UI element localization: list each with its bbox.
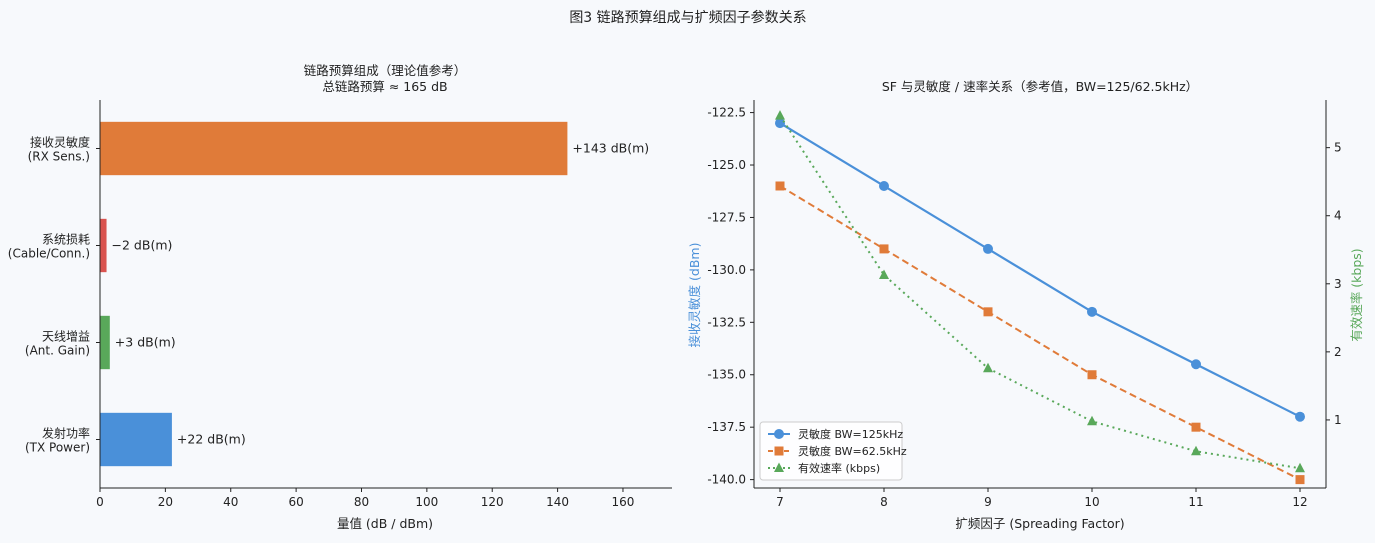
sf-chart-title: SF 与灵敏度 / 速率关系（参考值，BW=125/62.5kHz） (882, 79, 1198, 94)
bar-0 (100, 412, 172, 467)
bar-1 (100, 315, 110, 370)
series-0-point-1 (879, 180, 889, 191)
series-0-point-4 (1191, 359, 1201, 370)
sf-y-tick-label-0: -122.5 (707, 106, 746, 120)
bar-3 (100, 121, 568, 176)
sf-x-tick-label-2: 9 (984, 495, 992, 509)
series-0-point-5 (1295, 411, 1305, 422)
x-tick-label-0: 0 (96, 495, 104, 509)
series-1-point-5 (1295, 475, 1305, 485)
bar-value-label-2: −2 dB(m) (112, 238, 173, 253)
series-line-1 (779, 185, 1301, 481)
sf-y-tick-label-3: -130.0 (707, 263, 746, 277)
bar-value-label-1: +3 dB(m) (115, 335, 176, 350)
bar-value-label-0: +22 dB(m) (177, 432, 246, 447)
legend-box (759, 421, 903, 481)
budget-x-axis-label: 量值 (dB / dBm) (337, 516, 433, 531)
budget-chart-title: 链路预算组成（理论值参考） (304, 63, 467, 78)
series-line-2 (779, 115, 1301, 470)
y-tick-label-3-line2: (RX Sens.) (28, 150, 90, 164)
budget-plot-area: +22 dB(m) 发射功率(TX Power) +3 dB(m) 天线增益(Ant.… (8, 100, 672, 509)
legend-label-2: 有效速率 (kbps) (798, 461, 880, 475)
sf-x-tick-label-5: 12 (1292, 495, 1307, 509)
sf-y-tick-label-7: -140.0 (707, 473, 746, 487)
sf-y-tick-label-1: -125.0 (707, 158, 746, 172)
series-1-point-2 (983, 307, 993, 317)
y-tick-label-1-line2: (Ant. Gain) (25, 344, 90, 358)
sf-y2-tick-label-0: 1 (1334, 413, 1342, 427)
budget-chart-subtitle: 总链路预算 ≈ 165 dB (322, 79, 447, 94)
series-0-point-2 (983, 243, 993, 254)
sf-y-axis-label: 接收灵敏度 (dBm) (687, 243, 702, 348)
x-tick-label-1: 20 (158, 495, 173, 509)
y-tick-label-1-line1: 天线增益 (42, 330, 90, 344)
x-tick-label-3: 60 (288, 495, 303, 509)
sf-y-tick-label-5: -135.0 (707, 368, 746, 382)
series-2-point-4 (1191, 445, 1201, 456)
y-tick-label-3-line1: 接收灵敏度 (30, 135, 90, 150)
sf-x-tick-label-3: 10 (1084, 495, 1099, 509)
sf-x-axis-label: 扩频因子 (Spreading Factor) (955, 516, 1124, 531)
series-1-point-4 (1191, 422, 1201, 432)
series-line-0 (779, 122, 1301, 418)
sf-y2-tick-label-3: 4 (1334, 209, 1342, 223)
y-tick-label-0-line2: (TX Power) (25, 441, 90, 455)
legend-label-1: 灵敏度 BW=62.5kHz (798, 444, 907, 458)
sf-y-tick-label-4: -132.5 (707, 315, 746, 329)
sf-x-tick-label-1: 8 (880, 495, 888, 509)
sf-legend: 灵敏度 BW=125kHz 灵敏度 BW=62.5kHz 有效速率 (kbps) (759, 421, 907, 481)
x-tick-label-5: 100 (415, 495, 438, 509)
figure-title: 图3 链路预算组成与扩频因子参数关系 (569, 9, 806, 26)
legend-marker-0 (774, 429, 784, 439)
series-2-point-2 (983, 362, 993, 373)
legend-marker-2 (774, 462, 784, 472)
series-2-point-3 (1087, 415, 1097, 426)
y-tick-label-2-line1: 系统损耗 (42, 233, 90, 247)
sf-plot-area: 7 8 9 10 11 12-122.5-125.0-127.5-130.0-132.5-… (707, 100, 1342, 509)
x-tick-label-2: 40 (223, 495, 238, 509)
sf-y2-axis-label: 有效速率 (kbps) (1349, 248, 1364, 341)
sf-y2-tick-label-1: 2 (1334, 345, 1342, 359)
x-tick-label-7: 140 (546, 495, 569, 509)
sf-y-tick-label-2: -127.5 (707, 210, 746, 224)
sf-y2-tick-label-4: 5 (1334, 141, 1342, 155)
sf-y-tick-label-6: -137.5 (707, 420, 746, 434)
sf-x-tick-label-4: 11 (1188, 495, 1203, 509)
x-tick-label-6: 120 (481, 495, 504, 509)
series-2-point-1 (879, 269, 889, 279)
x-tick-label-8: 160 (612, 495, 635, 509)
series-2-point-0 (775, 110, 785, 120)
bar-2 (100, 218, 107, 273)
series-1-point-3 (1087, 370, 1097, 380)
y-tick-label-2-line2: (Cable/Conn.) (8, 247, 90, 261)
legend-label-0: 灵敏度 BW=125kHz (798, 427, 903, 441)
sf-y2-tick-label-2: 3 (1334, 277, 1342, 291)
series-1-point-1 (879, 244, 889, 254)
y-tick-label-0-line1: 发射功率 (42, 426, 90, 441)
legend-marker-1 (774, 446, 784, 456)
sf-chart: SF 与灵敏度 / 速率关系（参考值，BW=125/62.5kHz） 7 8 9 10… (687, 79, 1364, 531)
x-tick-label-4: 80 (354, 495, 369, 509)
budget-chart: 链路预算组成（理论值参考） 总链路预算 ≈ 165 dB +22 dB(m) 发射… (8, 63, 672, 531)
sf-x-tick-label-0: 7 (776, 495, 784, 509)
series-1-point-0 (775, 181, 785, 191)
series-0-point-0 (775, 118, 785, 129)
series-2-point-5 (1295, 462, 1305, 473)
bar-value-label-3: +143 dB(m) (572, 141, 649, 156)
series-0-point-3 (1087, 306, 1097, 317)
